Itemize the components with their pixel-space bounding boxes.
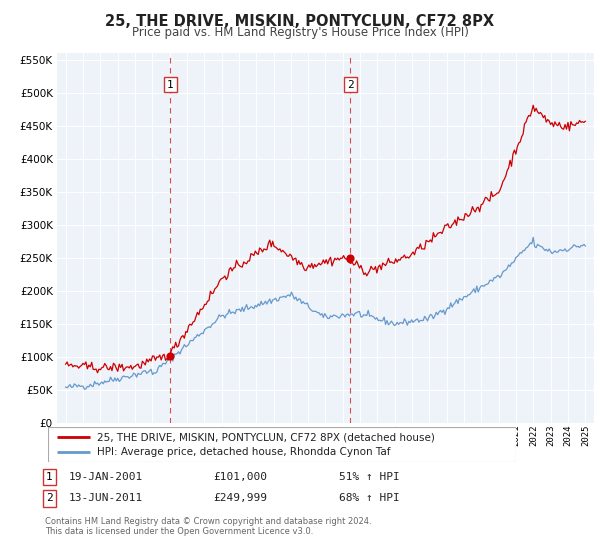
Text: 25, THE DRIVE, MISKIN, PONTYCLUN, CF72 8PX (detached house): 25, THE DRIVE, MISKIN, PONTYCLUN, CF72 8… xyxy=(97,432,435,442)
Text: 51% ↑ HPI: 51% ↑ HPI xyxy=(339,472,400,482)
Text: £249,999: £249,999 xyxy=(213,493,267,503)
Text: This data is licensed under the Open Government Licence v3.0.: This data is licensed under the Open Gov… xyxy=(45,528,313,536)
Text: 1: 1 xyxy=(46,472,53,482)
Text: 2: 2 xyxy=(46,493,53,503)
Text: HPI: Average price, detached house, Rhondda Cynon Taf: HPI: Average price, detached house, Rhon… xyxy=(97,447,391,458)
Text: Contains HM Land Registry data © Crown copyright and database right 2024.: Contains HM Land Registry data © Crown c… xyxy=(45,517,371,526)
Text: 25, THE DRIVE, MISKIN, PONTYCLUN, CF72 8PX: 25, THE DRIVE, MISKIN, PONTYCLUN, CF72 8… xyxy=(106,14,494,29)
Text: £101,000: £101,000 xyxy=(213,472,267,482)
Text: 1: 1 xyxy=(167,80,174,90)
Text: 13-JUN-2011: 13-JUN-2011 xyxy=(69,493,143,503)
Text: Price paid vs. HM Land Registry's House Price Index (HPI): Price paid vs. HM Land Registry's House … xyxy=(131,26,469,39)
Point xyxy=(346,253,355,262)
Text: 68% ↑ HPI: 68% ↑ HPI xyxy=(339,493,400,503)
Text: 2: 2 xyxy=(347,80,354,90)
Point xyxy=(166,352,175,361)
Text: 19-JAN-2001: 19-JAN-2001 xyxy=(69,472,143,482)
